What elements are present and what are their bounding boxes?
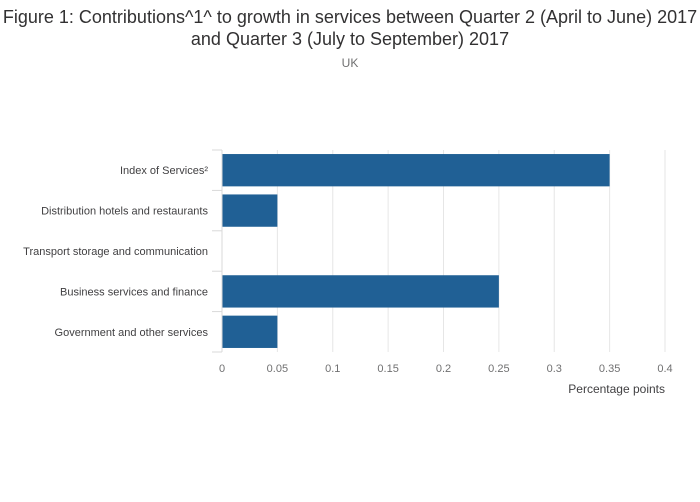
x-tick-label: 0.05 bbox=[267, 363, 288, 375]
x-tick-label: 0.2 bbox=[436, 363, 451, 375]
bar bbox=[222, 194, 278, 227]
x-tick-label: 0.3 bbox=[547, 363, 562, 375]
category-label: Government and other services bbox=[55, 327, 209, 339]
x-tick-label: 0.35 bbox=[599, 363, 620, 375]
category-labels: Index of Services² Distribution hotels an… bbox=[23, 165, 208, 339]
x-tick-label: 0.4 bbox=[657, 363, 672, 375]
x-tick-label: 0.15 bbox=[377, 363, 398, 375]
x-axis-title: Percentage points bbox=[568, 382, 665, 396]
bar bbox=[222, 154, 610, 187]
category-label: Index of Services² bbox=[120, 165, 208, 177]
category-label: Transport storage and communication bbox=[23, 246, 208, 258]
bar bbox=[222, 275, 499, 308]
bar bbox=[222, 315, 278, 348]
chart-title: Figure 1: Contributions^1^ to growth in … bbox=[2, 7, 698, 49]
y-axis bbox=[212, 149, 223, 353]
x-tick-label: 0.25 bbox=[488, 363, 509, 375]
category-label: Business services and finance bbox=[60, 286, 208, 298]
category-label: Distribution hotels and restaurants bbox=[41, 206, 208, 218]
x-tick-label: 0.1 bbox=[325, 363, 340, 375]
chart-subtitle: UK bbox=[341, 56, 359, 70]
x-tick-labels: 0 0.05 0.1 0.15 0.2 0.25 0.3 0.35 0.4 bbox=[219, 363, 673, 375]
bars bbox=[222, 154, 610, 348]
x-tick-label: 0 bbox=[219, 363, 225, 375]
